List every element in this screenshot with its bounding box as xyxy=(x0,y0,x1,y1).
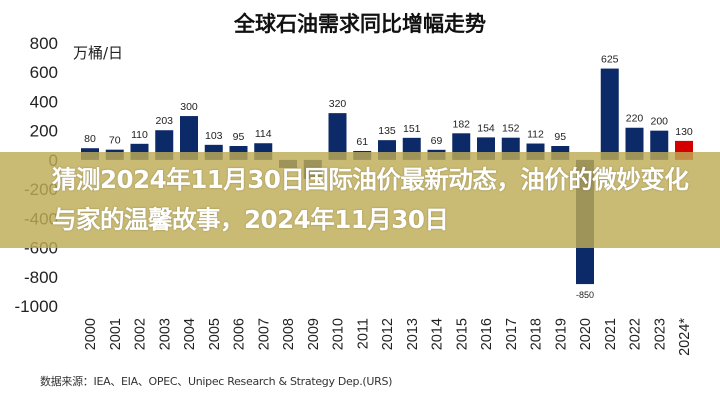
x-tick-label: 2018 xyxy=(529,318,545,350)
x-tick-label: 2023 xyxy=(652,318,668,350)
headline-banner xyxy=(0,152,720,248)
data-label: 182 xyxy=(452,118,470,130)
data-label: 95 xyxy=(233,131,245,143)
x-tick-label: 2006 xyxy=(232,318,248,350)
data-label: 69 xyxy=(431,135,443,147)
x-tick-label: 2004 xyxy=(182,318,198,350)
x-tick-label: 2003 xyxy=(157,318,173,350)
x-tick-label: 2007 xyxy=(256,318,272,350)
headline-text: 猜测2024年11月30日国际油价最新动态，油价的微妙变化与家的温馨故事，202… xyxy=(52,165,689,234)
x-tick-label: 2011 xyxy=(355,318,371,349)
data-label: 95 xyxy=(554,131,566,143)
bar-2004 xyxy=(180,116,198,160)
x-tick-label: 2010 xyxy=(331,318,347,350)
data-label: 154 xyxy=(477,122,495,134)
x-tick-label: 2017 xyxy=(504,318,520,350)
x-tick-label: 2020 xyxy=(578,318,594,350)
data-label: 220 xyxy=(626,113,644,125)
data-label: 130 xyxy=(675,126,693,138)
x-tick-label: 2013 xyxy=(405,318,421,350)
x-tick-label: 2021 xyxy=(603,318,619,350)
data-label: 70 xyxy=(109,135,121,147)
y-tick-label: 400 xyxy=(30,92,58,111)
x-tick-label: 2019 xyxy=(553,318,569,350)
data-label: 135 xyxy=(378,125,396,137)
data-label: 320 xyxy=(329,98,347,110)
data-label: 114 xyxy=(255,128,272,140)
data-label: 80 xyxy=(84,133,96,145)
x-tick-label: 2022 xyxy=(628,318,644,350)
x-tick-label: 2015 xyxy=(454,318,470,350)
x-tick-label: 2000 xyxy=(83,318,99,350)
y-tick-label: 200 xyxy=(30,122,58,141)
x-tick-label: 2024* xyxy=(677,318,693,356)
bar-2010 xyxy=(328,113,347,160)
data-label: 200 xyxy=(650,116,668,128)
x-tick-label: 2005 xyxy=(207,318,223,350)
data-label: 151 xyxy=(403,123,421,135)
chart-title: 全球石油需求同比增幅走势 xyxy=(234,12,486,36)
y-tick-label: -1000 xyxy=(15,297,58,316)
y-tick-label: -800 xyxy=(24,268,58,287)
data-label: 103 xyxy=(205,130,223,142)
data-label: -850 xyxy=(576,290,594,300)
y-tick-label: 800 xyxy=(30,34,58,53)
data-label: 110 xyxy=(131,129,148,141)
x-tick-label: 2002 xyxy=(133,318,149,350)
x-tick-label: 2014 xyxy=(430,318,446,350)
x-tick-label: 2012 xyxy=(380,318,396,350)
bar-2022 xyxy=(625,127,644,160)
data-label: 61 xyxy=(356,136,368,148)
y-tick-label: 600 xyxy=(30,63,58,82)
x-tick-label: 2008 xyxy=(281,318,297,350)
x-tick-label: 2009 xyxy=(306,318,322,350)
data-source-note: 数据来源：IEA、EIA、OPEC、Unipec Research & Stra… xyxy=(40,375,393,388)
data-label: 152 xyxy=(502,123,520,135)
data-label: 300 xyxy=(180,101,198,113)
x-tick-label: 2016 xyxy=(479,318,495,350)
y-axis-unit-label: 万桶/日 xyxy=(73,44,124,62)
bar-2021 xyxy=(600,68,619,160)
x-tick-label: 2001 xyxy=(108,318,124,350)
data-label: 112 xyxy=(527,129,544,141)
data-label: 625 xyxy=(601,54,619,66)
data-label: 203 xyxy=(155,115,173,127)
